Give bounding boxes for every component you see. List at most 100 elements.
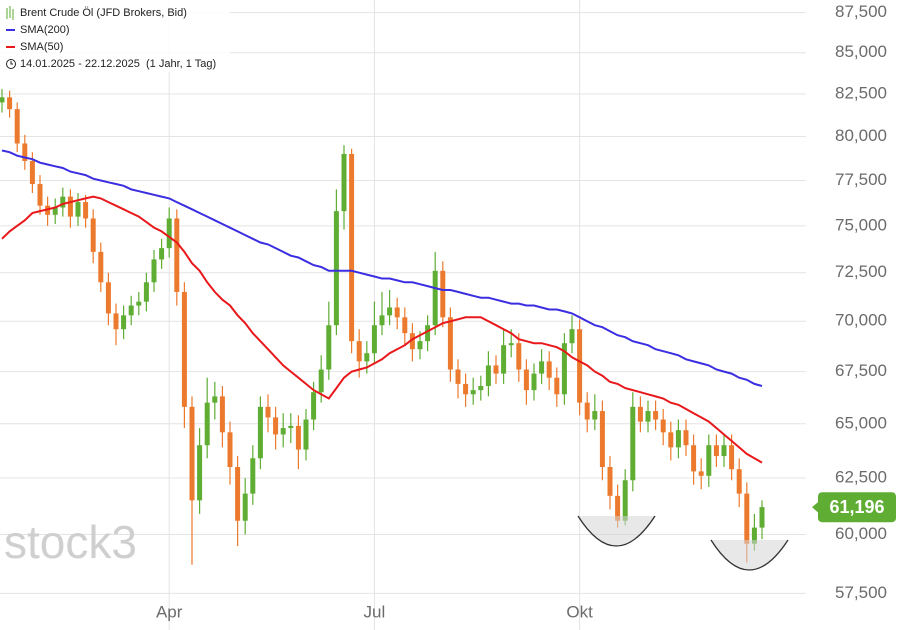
- candle-body: [409, 333, 415, 350]
- candle-body: [706, 445, 712, 476]
- candle-body: [75, 202, 81, 217]
- y-tick-label: 75,000: [835, 215, 887, 234]
- y-tick-label: 57,500: [835, 583, 887, 602]
- candle-body: [668, 432, 674, 448]
- candle-body: [584, 402, 590, 420]
- candle-body: [311, 392, 317, 420]
- candle-body: [630, 406, 636, 481]
- candle-body: [181, 291, 187, 407]
- bowl-annotation: [710, 539, 789, 571]
- candle-body: [478, 385, 484, 391]
- candle-body: [212, 396, 218, 403]
- legend-label: SMA(50): [20, 41, 63, 53]
- candle-body: [417, 341, 423, 350]
- last-price-pointer: [812, 501, 819, 514]
- candle-body: [721, 445, 727, 457]
- y-tick-label: 62,500: [835, 468, 887, 487]
- sma-line: [1, 195, 763, 464]
- legend-bg: [0, 0, 230, 72]
- candle-body: [318, 369, 324, 393]
- candle-body: [113, 313, 119, 330]
- candle-body: [683, 430, 689, 446]
- candle-body: [713, 445, 719, 457]
- candle-body: [622, 480, 628, 521]
- candle-body: [128, 305, 134, 316]
- candle-body: [349, 153, 355, 342]
- candle-body: [425, 325, 431, 342]
- candle-body: [341, 153, 347, 212]
- candle-body: [90, 218, 96, 252]
- y-tick-label: 67,500: [835, 361, 887, 380]
- candle-body: [402, 317, 408, 334]
- candle-body: [744, 493, 750, 544]
- candle-body: [356, 341, 362, 362]
- x-tick-label: Apr: [156, 602, 183, 621]
- candle-body: [554, 377, 560, 395]
- candle-body: [204, 402, 210, 446]
- candle-body: [136, 301, 142, 306]
- candle-body: [660, 419, 666, 433]
- candle-body: [159, 248, 165, 260]
- candle-body: [14, 109, 20, 144]
- candle-body: [0, 97, 5, 103]
- candle-body: [691, 445, 697, 472]
- legend-icon: [6, 6, 14, 20]
- legend-title: Brent Crude Öl (JFD Brokers, Bid): [20, 7, 187, 19]
- candle-body: [653, 411, 659, 420]
- y-tick-label: 80,000: [835, 126, 887, 145]
- candle-body: [242, 493, 248, 521]
- candle-body: [485, 365, 491, 386]
- bowl-annotation: [577, 515, 656, 547]
- clock-icon: [10, 61, 13, 65]
- candle-body: [729, 445, 735, 470]
- watermark: stock3: [4, 516, 137, 568]
- y-tick-label: 85,000: [835, 42, 887, 61]
- last-price-label: 61,196: [829, 497, 884, 517]
- legend-label: SMA(200): [20, 24, 70, 36]
- candle-body: [143, 282, 149, 302]
- candle-body: [67, 196, 73, 217]
- candle-body: [219, 396, 225, 433]
- candle-body: [440, 270, 446, 318]
- candle-body: [250, 458, 256, 494]
- y-tick-label: 87,500: [835, 2, 887, 21]
- candle-body: [371, 325, 377, 354]
- candle-body: [83, 202, 89, 219]
- candle-body: [379, 315, 385, 326]
- candle-body: [7, 97, 13, 110]
- candle-body: [151, 259, 157, 283]
- sma-line: [1, 149, 763, 387]
- candle-body: [288, 425, 294, 429]
- candle-body: [174, 218, 180, 292]
- candle-body: [675, 430, 681, 448]
- candle-body: [333, 211, 339, 326]
- candle-body: [303, 419, 309, 450]
- y-tick-label: 72,500: [835, 262, 887, 281]
- candle-body: [751, 527, 757, 544]
- candle-body: [470, 390, 476, 395]
- y-tick-label: 82,500: [835, 83, 887, 102]
- candle-body: [235, 467, 241, 521]
- candle-body: [736, 469, 742, 494]
- candle-body: [577, 329, 583, 403]
- candle-body: [493, 365, 499, 374]
- plot: [0, 88, 765, 565]
- candle-body: [197, 445, 203, 501]
- period: 14.01.2025 - 22.12.2025 (1 Jahr, 1 Tag): [20, 58, 216, 70]
- y-tick-label: 65,000: [835, 413, 887, 432]
- candle-body: [98, 251, 104, 283]
- candle-body: [539, 361, 545, 374]
- candle-body: [463, 383, 469, 395]
- candle-body: [394, 307, 400, 318]
- candle-body: [615, 495, 621, 521]
- candle-body: [523, 369, 529, 391]
- candle-body: [166, 218, 172, 249]
- candle-body: [599, 411, 605, 468]
- candle-body: [189, 406, 195, 501]
- candle-body: [387, 307, 393, 316]
- candle-body: [607, 467, 613, 496]
- legend: Brent Crude Öl (JFD Brokers, Bid) SMA(20…: [0, 0, 230, 72]
- x-tick-label: Jul: [364, 602, 386, 621]
